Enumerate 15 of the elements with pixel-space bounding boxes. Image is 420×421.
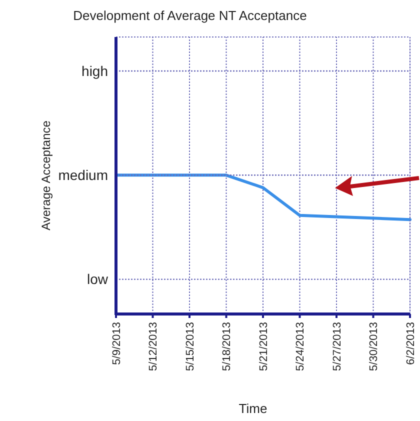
x-axis-title: Time [238, 401, 268, 416]
ref-line-label: high [82, 62, 108, 79]
x-tick-label: 5/15/2013 [184, 322, 196, 371]
x-tick-label: 5/12/2013 [148, 322, 160, 371]
ref-line-label: medium [58, 167, 108, 184]
x-tick-label: 5/27/2013 [331, 322, 344, 371]
x-tick-label: 6/2/2013 [404, 322, 417, 365]
x-tick-label: 5/9/2013 [110, 322, 123, 365]
x-tick-label: 5/30/2013 [368, 322, 380, 371]
x-tick-label: 5/21/2013 [258, 322, 270, 371]
y-axis-title: Average Acceptance [39, 120, 53, 230]
chart-title: Development of Average NT Acceptance [73, 8, 307, 23]
ref-line-label: low [86, 271, 109, 288]
x-tick-label: 5/24/2013 [294, 322, 307, 371]
x-tick-label: 5/18/2013 [221, 322, 234, 371]
